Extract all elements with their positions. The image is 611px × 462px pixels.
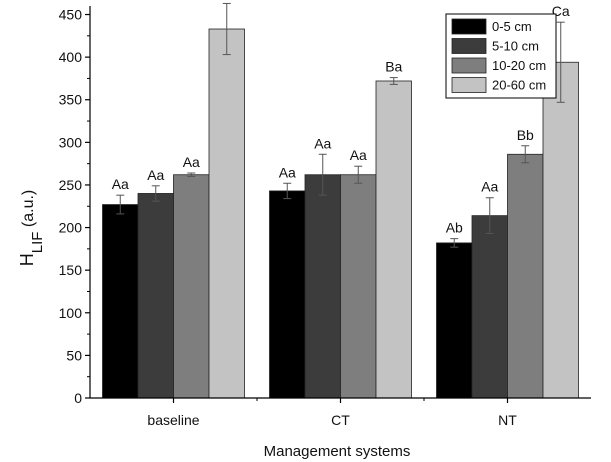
- data-label: Ab: [446, 220, 463, 236]
- y-tick-label: 0: [74, 390, 82, 406]
- legend: 0-5 cm 5-10 cm 10-20 cm 20-60 cm: [445, 13, 557, 99]
- data-label: Ba: [385, 59, 402, 75]
- legend-swatch: [451, 38, 487, 54]
- bar: [208, 28, 245, 399]
- y-axis-title: HLIF (a.u.): [17, 190, 46, 266]
- y-tick-label: 200: [59, 220, 83, 236]
- bar: [304, 174, 341, 399]
- y-axis-title-unit: (a.u.): [20, 190, 37, 232]
- y-axis-title-main: H: [17, 253, 37, 266]
- y-tick-label: 50: [66, 347, 82, 363]
- y-tick-label: 450: [59, 7, 83, 23]
- legend-swatch: [451, 57, 487, 74]
- data-label: Aa: [112, 176, 129, 192]
- y-tick-label: 150: [59, 262, 83, 278]
- bar: [269, 190, 306, 399]
- legend-swatch: [451, 77, 487, 93]
- data-label: Aa: [279, 164, 296, 180]
- legend-label: 20-60 cm: [492, 78, 546, 93]
- bar: [436, 242, 473, 399]
- data-label: Aa: [350, 147, 367, 163]
- y-tick-label: 400: [59, 49, 83, 65]
- y-axis-title-sub: LIF: [29, 232, 46, 254]
- y-tick-label: 350: [59, 92, 83, 108]
- x-tick-label: NT: [498, 412, 517, 428]
- bar: [340, 174, 377, 399]
- bar: [173, 174, 210, 399]
- data-label: Aa: [147, 167, 164, 183]
- bar: [137, 193, 174, 399]
- legend-label: 5-10 cm: [492, 39, 539, 54]
- bar: [102, 204, 139, 399]
- bar: [507, 153, 544, 399]
- x-tick-label: baseline: [147, 412, 199, 428]
- data-label: Aa: [314, 135, 331, 151]
- legend-label: 10-20 cm: [492, 58, 546, 73]
- y-tick-label: 100: [59, 305, 83, 321]
- legend-swatch: [451, 18, 487, 35]
- data-label: Bb: [517, 127, 534, 143]
- data-label: Aa: [481, 179, 498, 195]
- data-label: Aa: [183, 154, 200, 170]
- x-axis-title: Management systems: [264, 443, 411, 460]
- y-tick-label: 300: [59, 134, 83, 150]
- y-tick-label: 250: [59, 177, 83, 193]
- bar: [375, 80, 412, 399]
- bars-layer: AaAaAaBaAaAaAaBaAbAaBbCa: [102, 0, 579, 399]
- bar: [471, 215, 508, 399]
- x-tick-label: CT: [331, 412, 350, 428]
- axes-layer: 0 50 100 150 200 250 300 350 400 450 baseline CT NT: [59, 6, 591, 428]
- bar: [542, 61, 579, 399]
- legend-label: 0-5 cm: [492, 19, 532, 34]
